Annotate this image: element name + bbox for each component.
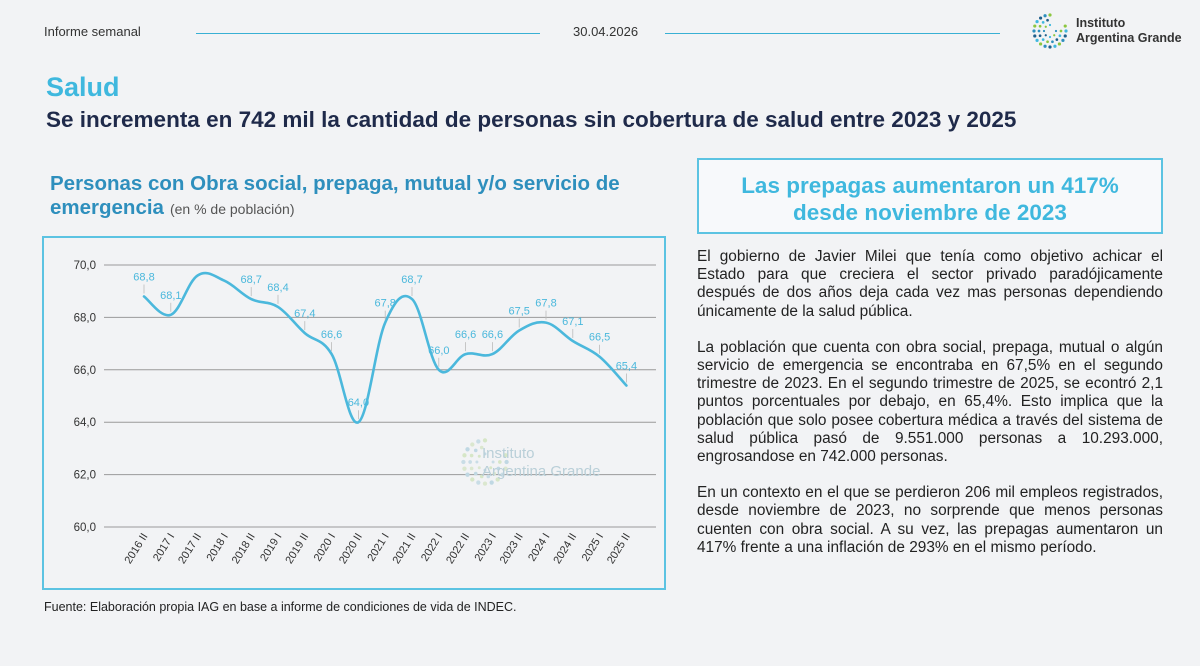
data-label: 68,4 <box>267 282 288 294</box>
x-tick-label: 2022 II <box>444 531 472 566</box>
chart-title: Personas con Obra social, prepaga, mutua… <box>50 172 620 219</box>
y-tick-label: 60,0 <box>74 522 96 534</box>
logo-icon <box>1032 13 1068 49</box>
data-label: 66,5 <box>589 332 610 344</box>
x-tick-label: 2024 II <box>551 531 579 566</box>
report-type-label: Informe semanal <box>44 24 141 39</box>
y-tick-label: 70,0 <box>74 260 96 272</box>
data-label: 66,6 <box>482 329 503 341</box>
chart-grid: 60,0 62,0 64,0 66,0 68,0 70,0 <box>74 260 656 534</box>
x-tick-label: 2022 I <box>419 531 445 563</box>
x-tick-label: 2016 II <box>123 531 151 566</box>
line-chart: 60,0 62,0 64,0 66,0 68,0 70,0 Instituto Argen… <box>74 260 656 566</box>
x-tick-label: 2018 II <box>230 531 258 566</box>
x-tick-label: 2020 I <box>312 531 338 563</box>
callout-line-1: Las prepagas aumentaron un 417% <box>741 173 1119 198</box>
x-tick-label: 2017 II <box>176 531 204 566</box>
data-label: 67,8 <box>374 298 395 310</box>
institute-logo: Instituto Argentina Grande <box>1030 10 1190 54</box>
chart-data-labels: 68,8 68,1 68,7 68,4 67,4 66,6 64,0 67,8 68,7 66,0… <box>133 271 637 420</box>
data-label: 68,1 <box>160 290 181 302</box>
data-label: 65,4 <box>616 361 637 373</box>
callout-box: Las prepagas aumentaron un 417% desde no… <box>697 158 1163 234</box>
data-label: 67,4 <box>294 308 315 320</box>
callout-line-2: desde noviembre de 2023 <box>793 200 1067 225</box>
x-tick-label: 2020 II <box>337 531 365 566</box>
logo-line-2: Argentina Grande <box>1076 31 1182 45</box>
x-tick-label: 2023 II <box>498 531 526 566</box>
series-line <box>142 271 628 424</box>
section-title: Salud <box>46 72 120 102</box>
top-bar: Informe semanal 30.04.2026 Instituto Arg… <box>0 0 1200 68</box>
source-note: Fuente: Elaboración propia IAG en base a… <box>44 600 517 614</box>
watermark-line-2: Argentina Grande <box>482 463 600 480</box>
x-tick-label: 2017 I <box>151 531 177 563</box>
chart-series <box>142 271 628 424</box>
chart-subtitle: (en % de población) <box>169 201 295 217</box>
x-tick-label: 2019 I <box>258 531 284 563</box>
analysis-text: El gobierno de Javier Milei que tenía co… <box>697 248 1163 575</box>
data-label: 67,8 <box>535 298 556 310</box>
chart-panel: 60,0 62,0 64,0 66,0 68,0 70,0 Instituto Argen… <box>42 236 666 590</box>
x-tick-label: 2021 I <box>365 531 391 563</box>
x-tick-label: 2025 I <box>580 531 606 563</box>
data-label: 67,5 <box>508 306 529 318</box>
report-date: 30.04.2026 <box>573 24 639 39</box>
y-tick-label: 62,0 <box>74 470 96 482</box>
paragraph-2: La población que cuenta con obra social,… <box>697 338 1163 466</box>
data-label: 66,6 <box>455 329 476 341</box>
data-label: 64,0 <box>348 397 369 409</box>
paragraph-1: El gobierno de Javier Milei que tenía co… <box>697 248 1163 320</box>
x-tick-label: 2019 II <box>283 531 311 566</box>
x-tick-label: 2023 I <box>473 531 499 563</box>
x-tick-label: 2025 II <box>605 531 633 566</box>
data-label: 68,7 <box>240 274 261 286</box>
chart-watermark: Instituto Argentina Grande <box>461 438 600 486</box>
watermark-line-1: Instituto <box>482 445 535 462</box>
header-divider-right <box>665 33 1000 34</box>
x-tick-label: 2024 I <box>526 531 552 563</box>
data-label: 66,6 <box>321 329 342 341</box>
y-tick-label: 66,0 <box>74 365 96 377</box>
logo-line-1: Instituto <box>1076 16 1126 30</box>
x-tick-label: 2018 I <box>205 531 231 563</box>
page-headline: Se incrementa en 742 mil la cantidad de … <box>46 107 1017 132</box>
data-label: 68,7 <box>401 274 422 286</box>
y-tick-label: 64,0 <box>74 417 96 429</box>
x-tick-label: 2021 II <box>391 531 419 566</box>
data-label: 66,0 <box>428 345 449 357</box>
header-divider-left <box>196 33 540 34</box>
chart-heading: Personas con Obra social, prepaga, mutua… <box>50 172 650 221</box>
data-label: 67,1 <box>562 316 583 328</box>
paragraph-3: En un contexto en el que se perdieron 20… <box>697 484 1163 556</box>
y-tick-label: 68,0 <box>74 312 96 324</box>
data-label: 68,8 <box>133 271 154 283</box>
